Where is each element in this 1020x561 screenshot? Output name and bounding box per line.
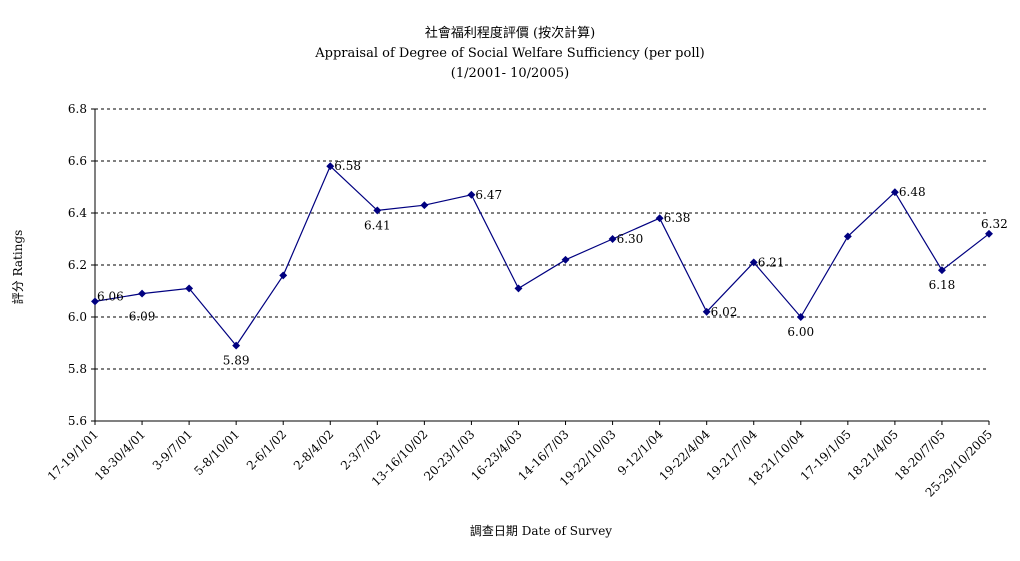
x-tick-label: 5-8/10/01 [191, 427, 242, 478]
y-tick-label: 6.6 [68, 154, 87, 168]
x-tick-label: 18-30/4/01 [92, 427, 148, 483]
data-label: 6.06 [97, 289, 124, 303]
data-point [985, 229, 993, 238]
data-point [608, 235, 617, 243]
y-tick-label: 6.8 [68, 102, 87, 116]
data-label: 6.02 [711, 305, 738, 319]
data-label: 6.58 [334, 159, 361, 173]
y-tick-label: 6.2 [68, 258, 87, 272]
data-point [467, 190, 476, 199]
x-tick-label: 3-9/7/01 [150, 427, 195, 472]
data-point [514, 284, 523, 293]
y-tick-label: 5.8 [68, 362, 87, 376]
chart-subtitle: Appraisal of Degree of Social Welfare Su… [315, 46, 705, 61]
data-point [655, 214, 664, 223]
data-point [420, 201, 429, 210]
chart-date-range: (1/2001- 10/2005) [450, 66, 570, 81]
data-label: 6.41 [364, 218, 391, 232]
data-point [232, 341, 241, 350]
gridlines [95, 108, 989, 370]
data-label: 6.48 [899, 185, 926, 199]
data-label: 6.00 [787, 325, 814, 339]
data-label: 5.89 [223, 354, 250, 368]
series-ratings [91, 162, 993, 350]
chart-title: 社會福利程度評價 (按次計算) [424, 26, 596, 41]
y-tick-label: 6.0 [68, 310, 87, 324]
data-point [138, 289, 147, 298]
data-point [326, 162, 335, 171]
data-point [279, 271, 288, 280]
data-point [937, 266, 946, 275]
x-axis-title: 調查日期 Date of Survey [470, 524, 612, 538]
series-line [94, 165, 990, 347]
y-tick-label: 5.6 [68, 414, 87, 428]
data-label: 6.32 [981, 217, 1008, 231]
data-label: 6.18 [929, 278, 956, 292]
data-point [561, 255, 570, 264]
data-label: 6.38 [664, 211, 691, 225]
data-point [890, 188, 899, 197]
x-tick-label: 2-3/7/02 [338, 427, 383, 472]
data-label: 6.21 [758, 255, 785, 269]
data-label: 6.47 [475, 188, 502, 202]
y-tick-label: 6.4 [68, 206, 87, 220]
y-tick-labels: 5.6 5.8 6.0 6.2 6.4 6.6 6.8 [68, 102, 95, 428]
chart-title-block: 社會福利程度評價 (按次計算) Appraisal of Degree of S… [0, 24, 1020, 84]
x-tick-label: 2-6/1/02 [244, 427, 289, 472]
data-label: 6.09 [129, 310, 156, 324]
data-point [185, 284, 194, 293]
data-label: 6.30 [617, 232, 644, 246]
x-tick-label: 2-8/4/02 [291, 427, 336, 472]
y-axis-title: 評分 Ratings [10, 230, 25, 305]
data-labels: 6.06 6.09 5.89 6.58 6.41 6.47 6.30 6.38 6.02 6.21… [97, 159, 1008, 367]
